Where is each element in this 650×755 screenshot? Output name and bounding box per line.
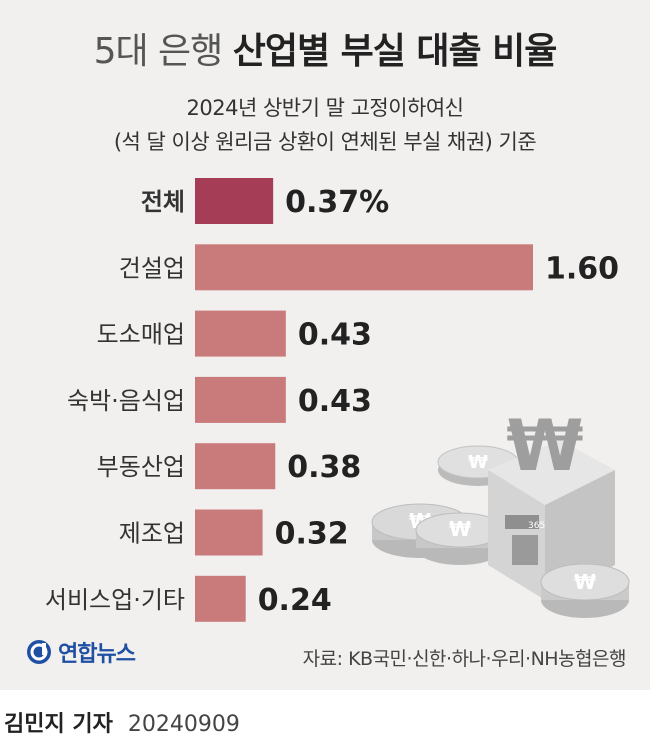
coin-icon: ₩	[540, 563, 630, 618]
value-label: 0.43	[298, 384, 372, 419]
bar	[195, 509, 263, 556]
category-label: 서비스업·기타	[45, 586, 185, 614]
coin-icon: ₩	[415, 512, 505, 565]
bank-illustration: ₩ ₩ ₩ 365 ₩	[371, 405, 630, 618]
source-note: 자료: KB국민·신한·하나·우리·NH농협은행	[302, 648, 627, 670]
bar	[195, 178, 274, 224]
page-title: 5대 은행 산업별 부실 대출 비율	[0, 22, 650, 74]
bar	[195, 244, 533, 291]
category-label: 제조업	[119, 520, 185, 548]
yonhap-logo: 연합뉴스	[26, 636, 136, 668]
value-label: 0.43	[298, 318, 372, 353]
title-light: 5대 은행	[93, 31, 224, 72]
category-label: 숙박·음식업	[67, 387, 185, 415]
value-label: 0.24	[258, 583, 332, 618]
svg-text:365: 365	[528, 521, 545, 531]
byline-bar: 김민지 기자 20240909	[0, 690, 650, 755]
value-label: 0.38	[287, 450, 361, 485]
bar	[195, 310, 286, 357]
won-sign-icon: ₩	[506, 405, 583, 487]
svg-text:₩: ₩	[574, 570, 596, 594]
reporter-name: 김민지 기자	[4, 712, 113, 737]
svg-text:₩: ₩	[449, 517, 471, 541]
infographic-card: 5대 은행 산업별 부실 대출 비율 2024년 상반기 말 고정이하여신 (석…	[0, 22, 650, 670]
yonhap-logo-icon	[27, 640, 51, 664]
category-label: 부동산업	[97, 453, 185, 481]
bar	[195, 376, 286, 423]
category-label: 건설업	[119, 254, 185, 282]
subtitle-1: 2024년 상반기 말 고정이하여신	[186, 96, 465, 120]
bar	[195, 575, 246, 622]
category-label: 전체	[141, 188, 185, 216]
logo-text: 연합뉴스	[58, 642, 136, 667]
bar	[195, 443, 276, 490]
subtitle-2: (석 달 이상 원리금 상환이 연체된 부실 채권) 기준	[113, 130, 537, 154]
byline: 김민지 기자 20240909	[4, 706, 240, 738]
svg-text:₩: ₩	[468, 452, 488, 473]
value-label: 0.32	[275, 517, 349, 552]
category-label: 도소매업	[97, 321, 185, 349]
bars-group: 전체 0.37% 건설업 1.60 도소매업 0.43 숙박·음식업 0.43 부동산업 0.38…	[45, 178, 619, 622]
value-label: 1.60	[545, 251, 619, 286]
value-label: 0.37%	[285, 185, 389, 220]
publish-date: 20240909	[127, 712, 240, 737]
bar-chart: ₩ ₩ ₩ 365 ₩	[45, 178, 630, 622]
title-bold: 산업별 부실 대출 비율	[232, 31, 558, 72]
